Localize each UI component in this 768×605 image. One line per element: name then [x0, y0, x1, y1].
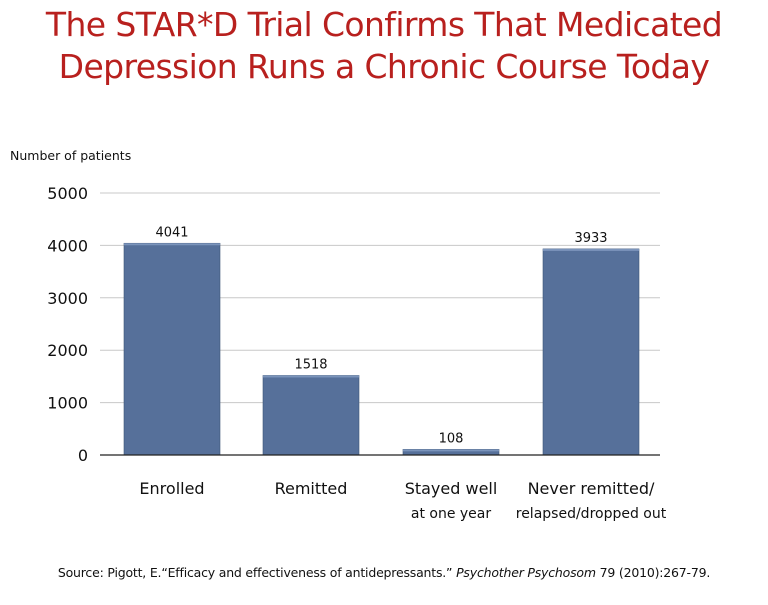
data-label: 3933 — [574, 231, 607, 246]
bar-highlight — [403, 449, 499, 452]
y-tick-label: 4000 — [47, 236, 88, 255]
bar-chart: Number of patients 0 1000 2000 3000 4000 5000 4… — [10, 148, 667, 522]
data-label: 4041 — [155, 225, 188, 240]
y-tick-label: 1000 — [47, 394, 88, 413]
y-tick-label: 5000 — [47, 184, 88, 203]
title-line-1: The STAR*D Trial Confirms That Medicated — [45, 5, 723, 44]
y-axis-label: Number of patients — [10, 148, 131, 163]
title-line-2: Depression Runs a Chronic Course Today — [58, 47, 710, 86]
slide-title: The STAR*D Trial Confirms That Medicated… — [0, 4, 768, 88]
source-suffix: 79 (2010):267-79. — [595, 565, 711, 580]
x-category-label: Enrolled — [139, 479, 204, 498]
x-category-label: Stayed well — [405, 479, 498, 498]
x-category-label: Remitted — [275, 479, 348, 498]
bar — [123, 242, 221, 456]
bar-highlight — [263, 375, 359, 378]
x-category-label: at one year — [411, 506, 491, 522]
x-category-label: relapsed/dropped out — [516, 506, 667, 522]
bar — [262, 375, 360, 456]
bar — [542, 248, 640, 456]
data-label: 1518 — [294, 357, 327, 372]
bar-highlight — [124, 243, 220, 246]
data-label: 108 — [439, 431, 464, 446]
bar-highlight — [543, 248, 639, 251]
x-category-label: Never remitted/ — [528, 479, 655, 498]
source-citation: Source: Pigott, E.“Efficacy and effectiv… — [0, 565, 768, 580]
y-tick-label: 0 — [78, 446, 88, 465]
y-tick-label: 2000 — [47, 341, 88, 360]
source-prefix: Source: Pigott, E.“Efficacy and effectiv… — [57, 565, 457, 580]
source-journal: Psychother Psychosom — [456, 565, 596, 580]
y-tick-label: 3000 — [47, 289, 88, 308]
